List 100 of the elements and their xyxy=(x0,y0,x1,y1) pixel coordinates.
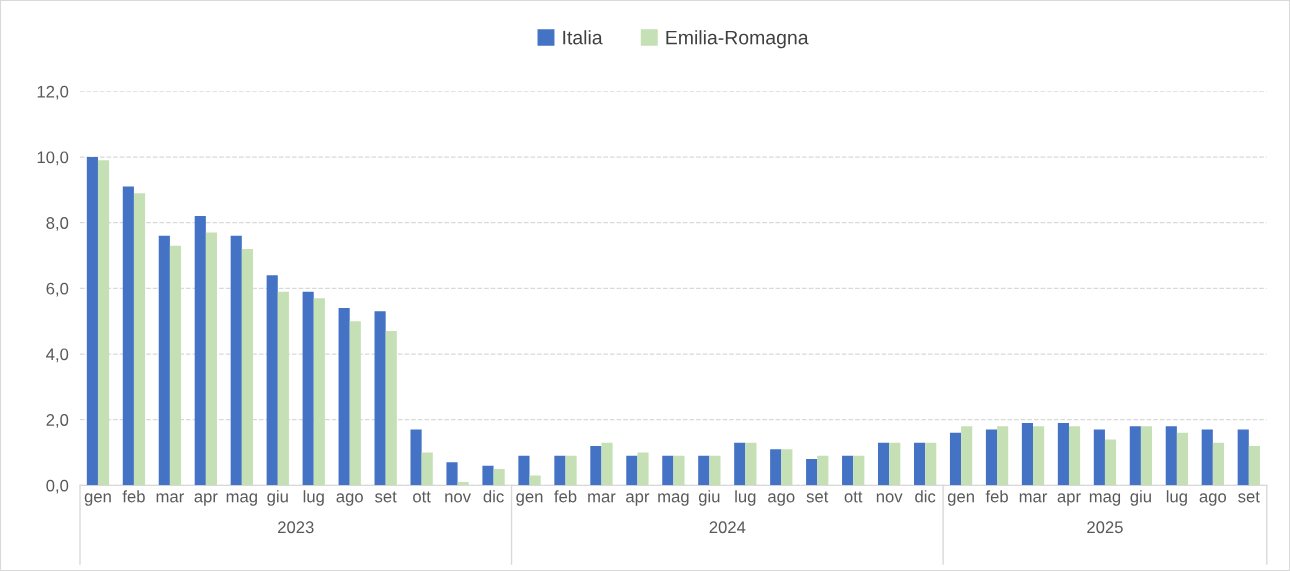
bar xyxy=(1140,426,1153,486)
bar xyxy=(1237,429,1249,486)
x-tick-label: ott xyxy=(413,491,431,503)
bar xyxy=(302,291,314,486)
bar xyxy=(673,455,685,486)
bar xyxy=(1068,426,1081,486)
x-tick-label: apr xyxy=(626,493,650,506)
bar xyxy=(277,291,289,486)
text: 2024 xyxy=(709,521,746,534)
bar xyxy=(853,455,865,486)
x-tick-label: set xyxy=(375,491,397,503)
bar xyxy=(493,468,505,486)
bar xyxy=(482,465,494,486)
bar xyxy=(949,432,962,486)
y-tick-label: 12,0 xyxy=(37,85,69,100)
bar xyxy=(709,455,721,486)
y-tick-label: 10,0 xyxy=(37,151,69,166)
y-tick-label: 2,0 xyxy=(46,414,69,428)
bar xyxy=(1021,422,1034,486)
bar xyxy=(410,429,422,486)
bar xyxy=(1165,426,1177,486)
x-tick-label: lug xyxy=(1166,490,1187,506)
bar xyxy=(913,442,926,486)
bar xyxy=(745,442,757,486)
y-tick-label: 6,0 xyxy=(46,282,69,297)
bar xyxy=(1212,442,1224,486)
legend-label: Italia xyxy=(563,30,603,45)
x-tick-label: gen xyxy=(516,493,543,506)
legend-label: Emilia-Romagna xyxy=(666,30,809,49)
bar xyxy=(446,462,458,486)
bar xyxy=(349,321,361,486)
text: 2025 xyxy=(1087,521,1123,534)
x-tick-label: giu xyxy=(267,490,288,506)
x-tick-label: lug xyxy=(303,490,324,506)
bar xyxy=(122,186,134,486)
x-tick-label: nov xyxy=(445,493,471,503)
bar xyxy=(266,275,278,486)
bar xyxy=(385,331,397,486)
x-tick-label: mar xyxy=(1019,493,1048,503)
y-tick-label: 4,0 xyxy=(46,348,69,363)
x-tick-label: mag xyxy=(1089,493,1121,506)
bar xyxy=(806,459,818,486)
bar xyxy=(781,449,793,486)
x-tick-label: mar xyxy=(156,493,184,503)
bar xyxy=(925,442,937,486)
x-tick-label: ago xyxy=(1199,493,1227,506)
x-tick-label: gen xyxy=(84,493,111,506)
bar xyxy=(878,442,890,486)
bar xyxy=(529,475,541,486)
bar xyxy=(637,452,649,486)
bar xyxy=(1033,426,1045,486)
x-tick-label: ott xyxy=(844,491,863,503)
bar xyxy=(1093,429,1105,486)
bar xyxy=(133,193,146,486)
x-tick-label: gen xyxy=(947,493,974,506)
bar xyxy=(770,449,782,486)
bar xyxy=(1057,422,1069,486)
x-tick-label: feb xyxy=(985,490,1008,503)
x-tick-label: ago xyxy=(336,493,363,506)
x-tick-label: nov xyxy=(876,493,903,503)
bar xyxy=(86,157,98,486)
bar xyxy=(230,235,242,486)
bar xyxy=(1129,426,1141,486)
bar xyxy=(817,455,829,486)
bar xyxy=(241,248,253,486)
bar xyxy=(313,298,325,486)
bar xyxy=(590,445,602,486)
x-tick-label: feb xyxy=(122,490,145,503)
bar xyxy=(1201,429,1213,486)
x-tick-label: giu xyxy=(1130,490,1151,506)
x-tick-label: dic xyxy=(483,490,504,503)
bar xyxy=(1104,439,1117,486)
x-tick-label: apr xyxy=(194,493,218,506)
bar xyxy=(338,308,350,486)
bar xyxy=(1248,445,1260,486)
bar xyxy=(601,442,613,486)
bar xyxy=(421,452,433,486)
bar xyxy=(985,429,998,486)
bar xyxy=(518,455,530,486)
y-tick-label: 0,0 xyxy=(46,479,69,494)
bar xyxy=(565,455,577,486)
x-tick-label: feb xyxy=(554,490,577,503)
x-tick-label: mag xyxy=(226,493,257,506)
bar xyxy=(97,160,110,486)
bar xyxy=(1176,432,1189,486)
text: 2023 xyxy=(278,521,314,534)
x-tick-label: lug xyxy=(735,490,756,506)
bar xyxy=(842,455,854,486)
bar xyxy=(194,216,206,486)
bar xyxy=(734,442,746,486)
bar xyxy=(961,426,973,486)
bar xyxy=(889,442,901,486)
bar xyxy=(626,455,638,486)
x-tick-label: set xyxy=(1238,491,1260,503)
x-tick-label: apr xyxy=(1057,493,1081,506)
x-tick-label: dic xyxy=(915,490,936,503)
bar xyxy=(205,232,217,486)
x-tick-label: mag xyxy=(658,493,689,506)
x-tick-label: mar xyxy=(588,493,616,503)
bar xyxy=(662,455,674,486)
